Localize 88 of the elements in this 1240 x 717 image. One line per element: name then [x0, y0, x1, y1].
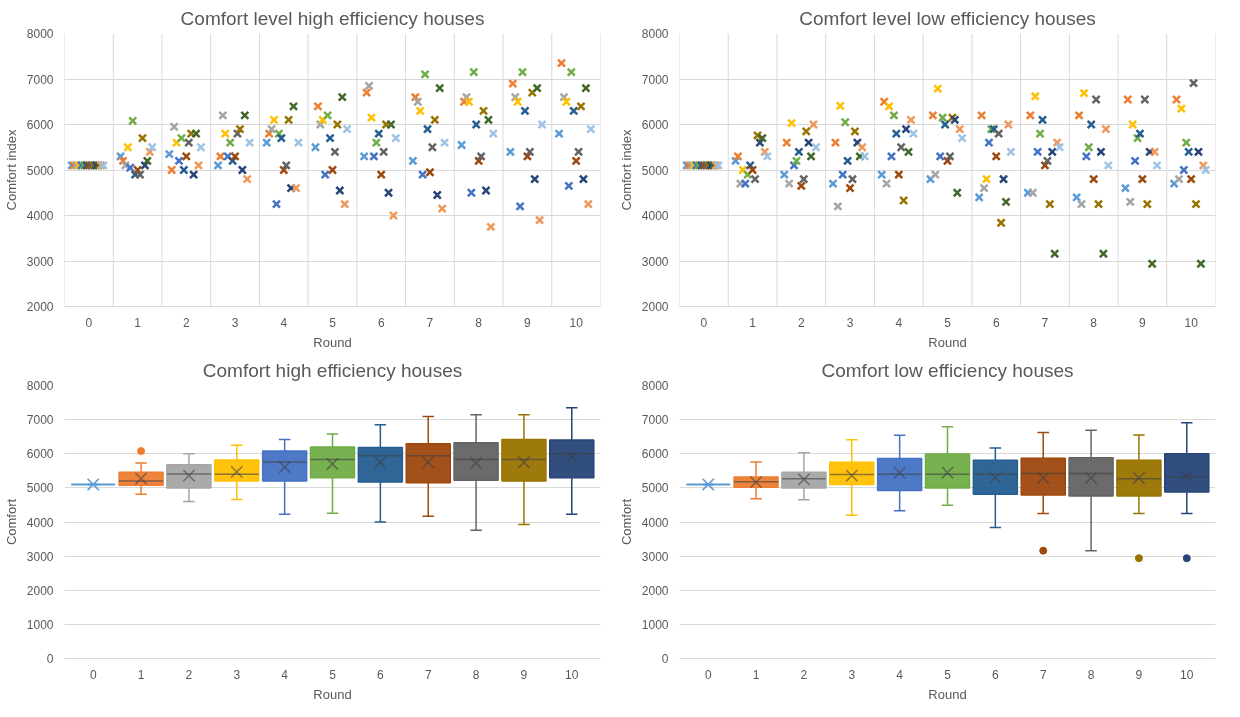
y-tick-label: 1000 [26, 617, 54, 632]
x-tick-label: 2 [797, 315, 805, 330]
x-axis-title: Round [928, 686, 967, 702]
x-tick-label: 10 [565, 667, 579, 682]
chart-title: Comfort level low efficiency houses [799, 7, 1096, 29]
x-tick-label: 6 [992, 667, 1000, 682]
chart-title: Comfort high efficiency houses [202, 359, 463, 381]
y-tick-label: 4000 [26, 515, 54, 530]
y-tick-label: 6000 [641, 447, 669, 462]
x-tick-label: 6 [377, 667, 385, 682]
x-tick-label: 9 [524, 315, 532, 330]
chart-title: Comfort low efficiency houses [821, 359, 1074, 381]
y-tick-label: 2000 [641, 300, 669, 314]
x-tick-label: 7 [1041, 315, 1049, 330]
x-tick-label: 9 [520, 667, 528, 682]
x-tick-label: 2 [800, 667, 808, 682]
y-tick-label: 7000 [26, 72, 54, 87]
y-tick-label: 6000 [26, 447, 54, 462]
x-tick-label: 1 [752, 667, 760, 682]
x-tick-label: 5 [329, 315, 337, 330]
x-tick-label: 0 [85, 315, 93, 330]
y-tick-label: 7000 [641, 413, 669, 428]
x-tick-label: 3 [231, 315, 239, 330]
x-tick-label: 9 [1139, 315, 1147, 330]
x-tick-label: 10 [1180, 667, 1194, 682]
x-tick-label: 2 [185, 667, 193, 682]
y-tick-label: 4000 [641, 209, 669, 223]
y-tick-label: 1000 [641, 617, 669, 632]
x-tick-label: 5 [329, 667, 337, 682]
x-tick-label: 2 [182, 315, 190, 330]
x-tick-label: 4 [281, 667, 289, 682]
x-tick-label: 4 [896, 667, 904, 682]
x-tick-label: 7 [424, 667, 432, 682]
y-tick-label: 4000 [641, 515, 669, 530]
x-tick-label: 6 [377, 315, 385, 330]
y-tick-label: 3000 [26, 254, 54, 269]
x-tick-label: 0 [89, 667, 97, 682]
y-tick-label: 8000 [641, 379, 669, 393]
y-axis-title: Comfort [3, 498, 19, 546]
y-tick-label: 0 [661, 652, 669, 666]
x-tick-label: 4 [280, 315, 288, 330]
x-tick-label: 9 [1135, 667, 1143, 682]
y-tick-label: 4000 [26, 209, 54, 223]
x-tick-label: 1 [137, 667, 145, 682]
x-tick-label: 8 [472, 667, 480, 682]
x-tick-label: 1 [134, 315, 142, 330]
y-tick-label: 7000 [26, 413, 54, 428]
y-tick-label: 0 [46, 652, 54, 666]
x-tick-label: 8 [475, 315, 483, 330]
y-tick-label: 5000 [641, 481, 669, 496]
y-tick-label: 3000 [641, 254, 669, 269]
y-tick-label: 2000 [26, 300, 54, 314]
x-tick-label: 8 [1090, 315, 1098, 330]
x-tick-label: 1 [749, 315, 757, 330]
y-tick-label: 8000 [641, 27, 669, 41]
y-tick-label: 5000 [26, 163, 54, 178]
chart-title: Comfort level high efficiency houses [180, 7, 485, 29]
x-tick-label: 3 [233, 667, 241, 682]
x-tick-label: 0 [704, 667, 712, 682]
x-tick-label: 4 [895, 315, 903, 330]
x-tick-label: 6 [992, 315, 1000, 330]
y-tick-label: 5000 [26, 481, 54, 496]
y-tick-label: 2000 [26, 583, 54, 598]
x-tick-label: 5 [944, 667, 952, 682]
x-axis-title: Round [928, 334, 967, 350]
x-tick-label: 10 [569, 315, 584, 330]
y-tick-label: 3000 [26, 549, 54, 564]
y-tick-label: 5000 [641, 163, 669, 178]
x-axis-title: Round [313, 686, 352, 702]
x-tick-label: 0 [700, 315, 708, 330]
y-tick-label: 8000 [26, 379, 54, 393]
x-axis-title: Round [313, 334, 352, 350]
y-tick-label: 6000 [26, 118, 54, 132]
x-tick-label: 8 [1087, 667, 1095, 682]
x-tick-label: 3 [846, 315, 854, 330]
x-tick-label: 5 [944, 315, 952, 330]
y-axis-title: Comfort index [618, 129, 634, 211]
x-tick-label: 7 [1039, 667, 1047, 682]
x-tick-label: 10 [1184, 315, 1199, 330]
y-tick-label: 7000 [641, 72, 669, 87]
y-tick-label: 6000 [641, 118, 669, 132]
y-tick-label: 8000 [26, 27, 54, 41]
y-tick-label: 2000 [641, 583, 669, 598]
x-tick-label: 7 [426, 315, 434, 330]
y-axis-title: Comfort [618, 498, 634, 546]
y-axis-title: Comfort index [3, 129, 19, 211]
y-tick-label: 3000 [641, 549, 669, 564]
x-tick-label: 3 [848, 667, 856, 682]
